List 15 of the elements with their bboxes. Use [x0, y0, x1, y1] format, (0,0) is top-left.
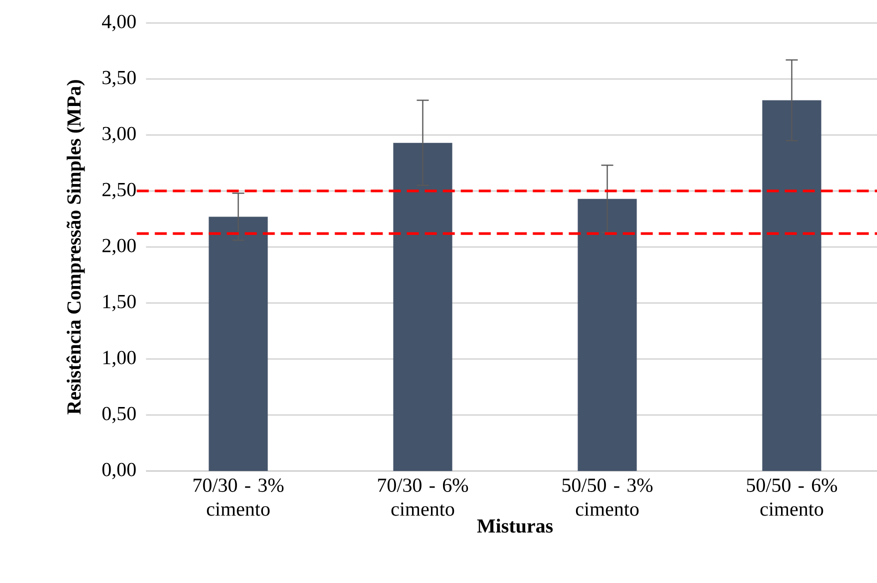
x-tick-label: 50/50 - 6% cimento	[746, 478, 838, 516]
y-axis-title: Resistência Compressão Simples (MPa)	[66, 80, 85, 414]
y-tick-label: 1,00	[103, 350, 136, 368]
x-tick-label: 50/50 - 3% cimento	[562, 478, 653, 516]
y-tick-label: 1,50	[103, 294, 136, 312]
y-tick-label: 3,50	[102, 70, 136, 88]
y-tick-label: 2,50	[102, 182, 136, 200]
y-tick-label: 3,00	[102, 126, 136, 144]
y-tick-label: 2,00	[102, 238, 136, 256]
x-axis-title: Misturas	[477, 518, 553, 533]
y-tick-label: 0,50	[102, 406, 136, 424]
y-tick-label: 0,00	[102, 462, 136, 480]
y-tick-label: 4,00	[102, 14, 136, 32]
x-tick-label: 70/30 - 3% cimento	[194, 478, 284, 516]
x-tick-label: 70/30 - 6% cimento	[378, 478, 468, 516]
